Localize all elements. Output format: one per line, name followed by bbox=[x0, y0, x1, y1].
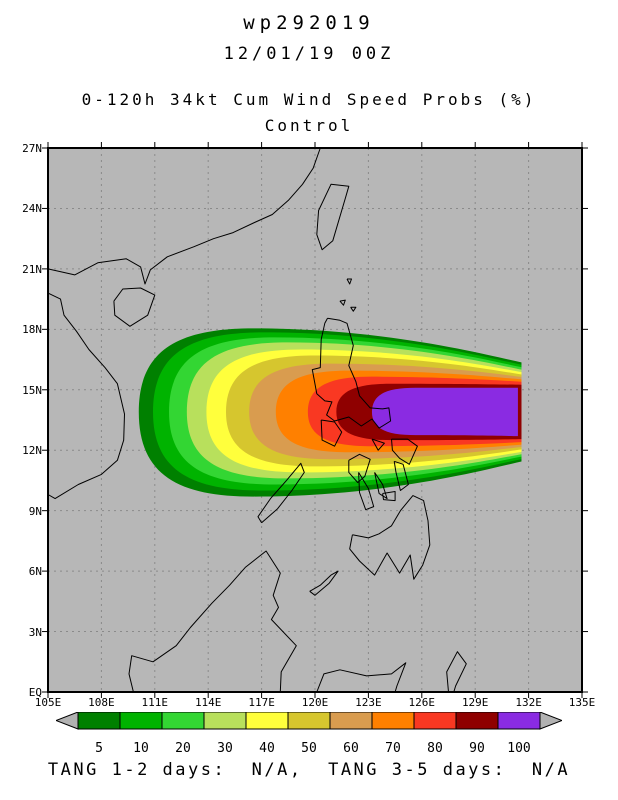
colorbar-segment bbox=[245, 712, 289, 730]
colorbar-label: 100 bbox=[507, 741, 530, 756]
colorbar: 5 10 20 30 40 50 60 70 80 90 100 bbox=[56, 712, 562, 756]
coastline bbox=[393, 460, 409, 491]
colorbar-label: 50 bbox=[301, 741, 317, 756]
x-axis-label: 135E bbox=[568, 696, 596, 709]
coastline bbox=[309, 570, 339, 596]
y-axis-label: 12N bbox=[22, 444, 42, 458]
colorbar-segment bbox=[413, 712, 457, 730]
coastline bbox=[257, 462, 305, 524]
colorbar-segment bbox=[119, 712, 163, 730]
x-axis-label: 108E bbox=[88, 696, 115, 709]
y-axis-label: 9N bbox=[28, 504, 42, 518]
coastline bbox=[47, 147, 321, 285]
coastline bbox=[350, 306, 357, 312]
colorbar-segment bbox=[287, 712, 331, 730]
colorbar-label: 30 bbox=[217, 741, 233, 756]
x-axis-label: 114E bbox=[194, 696, 222, 709]
probability-map bbox=[42, 142, 588, 698]
colorbar-segment bbox=[203, 712, 247, 730]
tang-footer: TANG 1-2 days: N/A, TANG 3-5 days: N/A bbox=[47, 760, 571, 780]
member-label: Control bbox=[264, 116, 354, 135]
coastline bbox=[446, 651, 467, 693]
coastline bbox=[349, 495, 431, 580]
x-axis-label: 105E bbox=[34, 696, 62, 709]
colorbar-segment bbox=[497, 712, 541, 730]
coastline bbox=[316, 183, 350, 251]
y-axis-label: 3N bbox=[28, 625, 42, 639]
coastline bbox=[348, 453, 371, 483]
colorbar-label: 90 bbox=[469, 741, 485, 756]
coastline bbox=[346, 278, 352, 285]
product-title: 0-120h 34kt Cum Wind Speed Probs (%) bbox=[81, 90, 537, 109]
colorbar-label: 40 bbox=[259, 741, 275, 756]
colorbar-segment bbox=[455, 712, 499, 730]
colorbar-label: 70 bbox=[385, 741, 401, 756]
y-axis-label: 27N bbox=[22, 142, 42, 155]
colorbar-segment bbox=[329, 712, 373, 730]
x-axis-label: 111E bbox=[141, 696, 169, 709]
colorbar-label: 80 bbox=[427, 741, 443, 756]
colorbar-segment bbox=[161, 712, 205, 730]
colorbar-label: 20 bbox=[175, 741, 191, 756]
coastline bbox=[47, 292, 125, 500]
y-axis-label: EQ bbox=[28, 686, 42, 699]
x-axis-label: 132E bbox=[515, 696, 542, 709]
coastline bbox=[358, 472, 375, 511]
y-axis-label: 15N bbox=[22, 383, 42, 397]
colorbar-label: 5 bbox=[95, 741, 103, 756]
coastline bbox=[374, 472, 388, 500]
y-axis-label: 18N bbox=[22, 323, 42, 337]
coastline bbox=[128, 550, 297, 693]
colorbar-label: 10 bbox=[133, 741, 149, 756]
coastline bbox=[113, 287, 156, 327]
colorbar-segment bbox=[371, 712, 415, 730]
colorbar-segment bbox=[77, 712, 121, 730]
storm-id-title: wp292019 bbox=[243, 12, 375, 34]
coastline bbox=[382, 491, 396, 502]
y-axis-label: 6N bbox=[28, 565, 42, 579]
coastline bbox=[311, 317, 392, 429]
coastline bbox=[320, 419, 343, 447]
prob-contour-100 bbox=[371, 387, 518, 437]
x-axis-label: 117E bbox=[248, 696, 275, 709]
coastline bbox=[391, 438, 418, 465]
colorbar-label: 60 bbox=[343, 741, 359, 756]
x-axis-label: 126E bbox=[408, 696, 436, 709]
coastline bbox=[339, 299, 346, 306]
coastline bbox=[371, 438, 385, 451]
coastline bbox=[316, 662, 407, 693]
x-axis-label: 123E bbox=[355, 696, 382, 709]
x-axis-label: 120E bbox=[301, 696, 329, 709]
colorbar-left-arrow bbox=[56, 712, 79, 730]
colorbar-right-arrow bbox=[539, 712, 562, 730]
map-frame bbox=[47, 147, 583, 693]
y-axis-label: 24N bbox=[22, 202, 42, 216]
init-datetime: 12/01/19 00Z bbox=[223, 44, 395, 64]
x-axis-label: 129E bbox=[461, 696, 489, 709]
y-axis-label: 21N bbox=[22, 262, 42, 276]
